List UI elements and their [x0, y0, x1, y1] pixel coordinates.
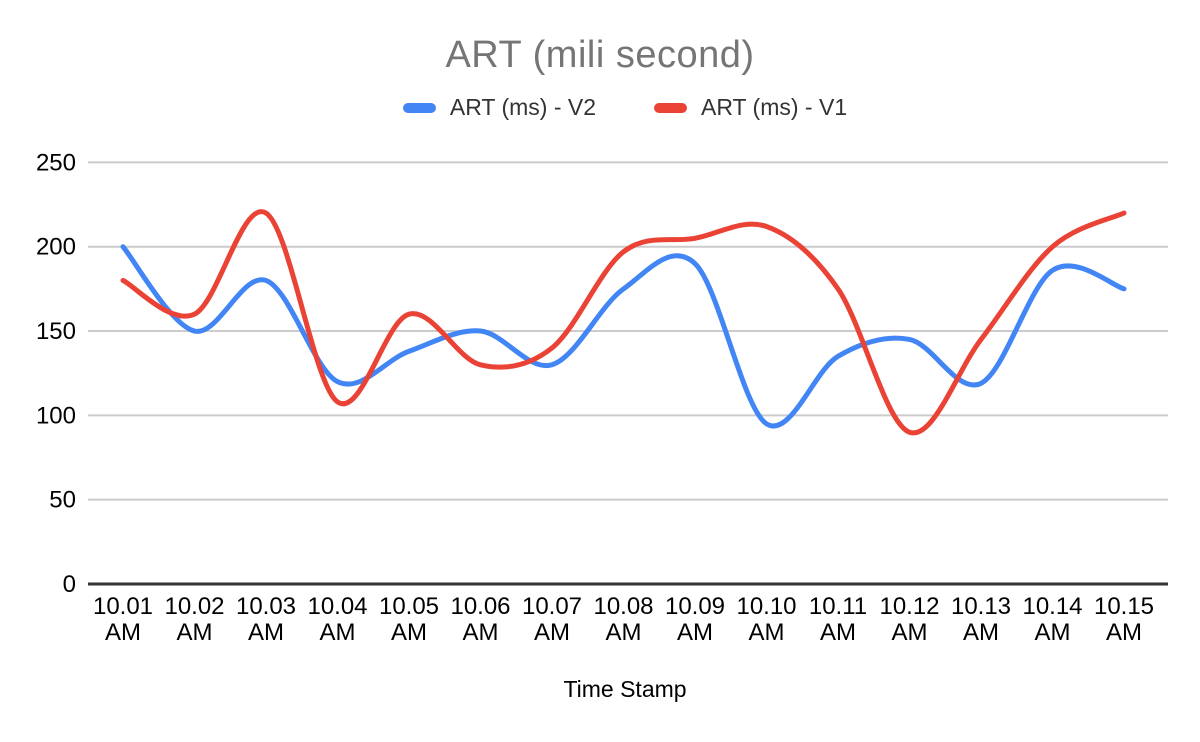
x-tick-label: 10.05 AM	[379, 593, 439, 646]
legend-swatch-v2-icon	[402, 102, 436, 113]
x-tick-label: 10.09 AM	[665, 593, 725, 646]
x-tick-label: 10.03 AM	[236, 593, 296, 646]
x-axis-title: Time Stamp	[563, 676, 687, 702]
x-tick-label: 10.14 AM	[1022, 593, 1082, 646]
x-tick-label: 10.06 AM	[450, 593, 510, 646]
y-tick-label: 50	[49, 487, 76, 514]
chart-title: ART (mili second)	[445, 34, 755, 76]
x-tick-label: 10.01 AM	[93, 593, 153, 646]
legend-swatch-v1-icon	[654, 102, 687, 113]
legend-item-v2: ART (ms) - V2	[402, 94, 596, 121]
x-tick-label: 10.10 AM	[736, 593, 796, 646]
y-tick-label: 250	[36, 149, 76, 176]
y-tick-label: 200	[36, 234, 76, 261]
x-tick-label: 10.04 AM	[307, 593, 367, 646]
x-tick-label: 10.15 AM	[1094, 593, 1154, 646]
series-line-v1	[120, 209, 1127, 436]
series-line-v2	[120, 244, 1127, 429]
legend-label-v2: ART (ms) - V2	[449, 94, 596, 120]
legend-item-v1: ART (ms) - V1	[654, 94, 847, 121]
x-tick-label: 10.02 AM	[164, 593, 224, 646]
x-tick-label: 10.13 AM	[951, 593, 1011, 646]
x-tick-label: 10.11 AM	[809, 593, 867, 646]
y-axis-tick-labels: 0 50 100 150 200 250	[36, 149, 76, 598]
y-tick-label: 100	[36, 402, 76, 429]
chart-legend: ART (ms) - V2 ART (ms) - V1	[85, 94, 1165, 121]
legend-label-v1: ART (ms) - V1	[701, 94, 848, 120]
x-tick-label: 10.08 AM	[593, 593, 653, 646]
x-tick-label: 10.07 AM	[522, 593, 582, 646]
gridlines	[88, 161, 1168, 586]
y-tick-label: 0	[63, 571, 76, 598]
y-tick-label: 150	[36, 318, 76, 345]
x-tick-label: 10.12 AM	[879, 593, 939, 646]
